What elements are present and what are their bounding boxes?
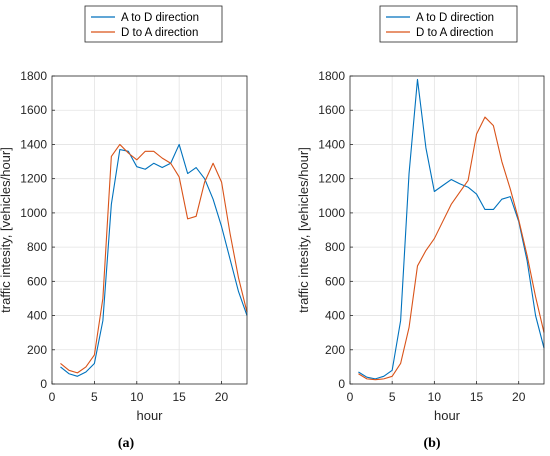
x-tick-label: 10 — [130, 390, 144, 404]
x-tick-label: 20 — [215, 390, 229, 404]
plot-area — [52, 76, 247, 384]
y-tick-label: 1800 — [20, 69, 47, 83]
y-tick-label: 0 — [338, 377, 345, 391]
y-tick-label: 1200 — [20, 172, 47, 186]
series-line-a-to-d — [358, 78, 545, 380]
plot-area — [350, 76, 544, 384]
panel-label: (a) — [118, 436, 135, 451]
series-line-d-to-a — [358, 116, 545, 381]
y-tick-label: 1600 — [20, 103, 47, 117]
x-tick-label: 5 — [91, 390, 98, 404]
y-tick-label: 200 — [325, 343, 345, 357]
y-tick-label: 1400 — [318, 137, 345, 151]
axes-box — [349, 75, 545, 385]
x-tick-label: 15 — [470, 390, 484, 404]
legend-box — [84, 5, 223, 43]
legend-entry: A to D direction — [121, 12, 199, 24]
y-tick-label: 200 — [27, 343, 47, 357]
y-tick-label: 600 — [27, 274, 47, 288]
chart-panel-a: 0 5 10 15 2002004006008001000120014001600180… — [0, 5, 248, 451]
x-tick-label: 0 — [49, 390, 56, 404]
y-tick-label: 0 — [40, 377, 47, 391]
y-tick-label: 1800 — [318, 69, 345, 83]
legend-box — [379, 5, 518, 43]
legend-entry: A to D direction — [416, 12, 494, 24]
x-tick-label: 0 — [347, 390, 354, 404]
legend: A to D direction D to A direction — [84, 5, 223, 43]
legend-entry: D to A direction — [416, 27, 493, 39]
legend: A to D direction D to A direction — [379, 5, 518, 43]
y-tick-label: 1000 — [20, 206, 47, 220]
x-tick-label: 20 — [512, 390, 526, 404]
y-tick-label: 400 — [27, 309, 47, 323]
y-tick-label: 800 — [325, 240, 345, 254]
y-tick-label: 800 — [27, 240, 47, 254]
y-tick-label: 1600 — [318, 103, 345, 117]
y-tick-label: 1400 — [20, 137, 47, 151]
y-tick-label: 1000 — [318, 206, 345, 220]
x-tick-label: 5 — [389, 390, 396, 404]
x-tick-label: 10 — [428, 390, 442, 404]
y-axis-title: traffic intesity, [vehicles/hour] — [296, 147, 311, 313]
axes-box — [51, 75, 248, 385]
y-tick-label: 1200 — [318, 172, 345, 186]
x-axis-title: hour — [136, 408, 163, 423]
y-tick-label: 600 — [325, 274, 345, 288]
chart-panel-b: 0 5 10 15 2002004006008001000120014001600180… — [296, 5, 545, 451]
series-line-a-to-d — [60, 143, 248, 377]
panel-label: (b) — [423, 436, 440, 451]
legend-entry: D to A direction — [121, 27, 198, 39]
x-tick-label: 15 — [172, 390, 186, 404]
series-line-d-to-a — [60, 143, 248, 374]
y-axis-title: traffic intesity, [vehicles/hour] — [0, 147, 13, 313]
x-axis-title: hour — [434, 408, 461, 423]
y-tick-label: 400 — [325, 309, 345, 323]
